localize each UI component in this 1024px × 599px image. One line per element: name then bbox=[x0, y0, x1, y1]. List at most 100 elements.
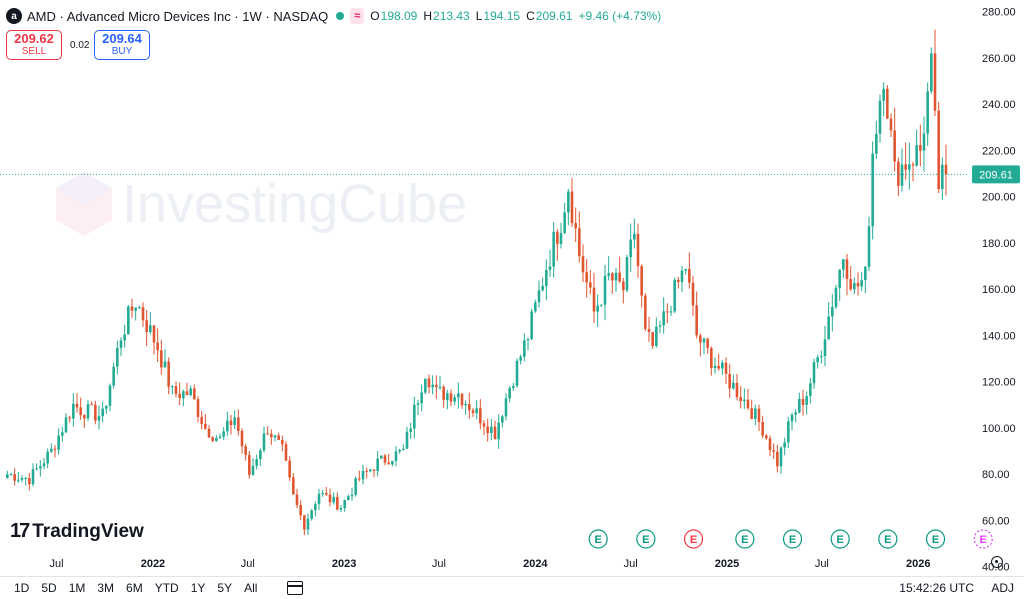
candle bbox=[622, 278, 625, 304]
data-status-badge[interactable]: ≈ bbox=[350, 8, 365, 24]
candle bbox=[666, 303, 669, 324]
price-axis[interactable]: 280.00 260.00 240.00 220.00 200.00 180.00 160.… bbox=[982, 7, 1016, 574]
candle bbox=[468, 392, 471, 419]
tradingview-logo[interactable]: 17 TradingView bbox=[10, 520, 144, 543]
candle bbox=[405, 426, 409, 450]
candle bbox=[416, 399, 420, 415]
candle bbox=[171, 385, 174, 395]
candle bbox=[475, 400, 478, 420]
earnings-marker-icon[interactable]: E bbox=[925, 529, 946, 549]
earnings-marker-icon[interactable]: E bbox=[878, 529, 898, 549]
earnings-marker-icon[interactable]: E bbox=[830, 529, 850, 549]
earnings-marker-icon[interactable]: E bbox=[782, 529, 803, 549]
candle bbox=[361, 464, 365, 485]
earnings-marker-icon[interactable]: E bbox=[683, 529, 704, 549]
candle bbox=[24, 476, 27, 486]
time-readout[interactable]: 15:42:26 UTC bbox=[899, 581, 974, 595]
candle bbox=[651, 331, 654, 349]
ohlc-value: 198.09 bbox=[380, 9, 418, 23]
candle bbox=[655, 317, 658, 348]
candle bbox=[112, 362, 115, 389]
candle bbox=[207, 425, 211, 439]
candle bbox=[889, 113, 893, 137]
candle bbox=[398, 448, 401, 454]
range-button-1y[interactable]: 1Y bbox=[190, 581, 206, 595]
range-button-5y[interactable]: 5Y bbox=[217, 581, 233, 595]
settings-gear-icon[interactable] bbox=[991, 556, 1003, 568]
candle bbox=[816, 354, 819, 369]
earnings-marker-icon[interactable]: E bbox=[588, 529, 608, 549]
candle bbox=[402, 444, 405, 451]
range-button-1m[interactable]: 1M bbox=[68, 581, 86, 595]
candle bbox=[123, 324, 126, 348]
candle bbox=[611, 272, 614, 294]
candle bbox=[831, 293, 834, 332]
x-tick-label: Jul bbox=[50, 558, 64, 570]
calendar-icon[interactable] bbox=[287, 581, 304, 595]
range-button-ytd[interactable]: YTD bbox=[154, 581, 179, 595]
spread-value: 0.02 bbox=[70, 39, 90, 51]
buy-button[interactable]: 209.64 BUY bbox=[94, 30, 150, 60]
range-button-all[interactable]: All bbox=[244, 581, 258, 595]
candle bbox=[57, 428, 60, 455]
candle bbox=[273, 434, 277, 442]
earnings-marker-icon[interactable]: E bbox=[973, 529, 993, 549]
candle bbox=[424, 378, 427, 395]
ohlc-label: H bbox=[423, 9, 433, 23]
candle bbox=[743, 388, 746, 409]
candle bbox=[629, 223, 632, 272]
sell-button[interactable]: 209.62 SELL bbox=[6, 30, 62, 60]
candle bbox=[691, 275, 695, 316]
candle bbox=[237, 409, 240, 436]
candle bbox=[413, 396, 416, 439]
candle bbox=[944, 144, 948, 196]
earnings-marker-label: E bbox=[884, 534, 891, 546]
candle bbox=[6, 470, 9, 479]
range-button-1d[interactable]: 1D bbox=[14, 581, 30, 595]
candle bbox=[552, 222, 555, 278]
x-tick-label: 2023 bbox=[332, 558, 356, 570]
candle bbox=[596, 294, 599, 327]
candle bbox=[578, 211, 581, 263]
candle bbox=[882, 82, 885, 117]
earnings-marker-icon[interactable]: E bbox=[636, 529, 656, 549]
candle bbox=[339, 505, 343, 513]
candle bbox=[563, 202, 566, 235]
candle bbox=[523, 333, 526, 362]
candle bbox=[127, 304, 130, 335]
candle bbox=[365, 467, 368, 479]
candle bbox=[904, 142, 907, 181]
candle bbox=[765, 433, 768, 440]
candle bbox=[343, 499, 346, 512]
candle bbox=[695, 291, 698, 339]
candle bbox=[673, 277, 676, 314]
candle bbox=[706, 337, 709, 354]
range-button-6m[interactable]: 6M bbox=[126, 581, 143, 595]
candle bbox=[834, 284, 838, 309]
y-tick-label: 200.00 bbox=[982, 192, 1016, 204]
adj-button[interactable]: ADJ bbox=[991, 581, 1014, 595]
candle bbox=[108, 383, 112, 412]
symbol-title[interactable]: AMD · Advanced Micro Devices Inc · 1W · … bbox=[27, 8, 329, 24]
candle bbox=[9, 472, 13, 476]
candle bbox=[409, 422, 412, 440]
candle bbox=[886, 85, 889, 120]
watermark: InvestingCube bbox=[56, 172, 467, 236]
time-axis[interactable]: Jul 2022 Jul 2023 Jul 2024 Jul 2025 Jul 2026 bbox=[50, 558, 931, 570]
range-button-5d[interactable]: 5D bbox=[41, 581, 57, 595]
candle bbox=[391, 460, 394, 467]
candle bbox=[211, 435, 214, 443]
candle bbox=[178, 382, 181, 406]
earnings-marker-icon[interactable]: E bbox=[735, 529, 755, 549]
candle bbox=[864, 266, 867, 294]
market-status-dot-icon[interactable] bbox=[336, 12, 345, 20]
candle bbox=[724, 357, 728, 385]
candle bbox=[229, 415, 233, 435]
candle bbox=[453, 394, 456, 406]
candle bbox=[827, 302, 830, 340]
range-button-3m[interactable]: 3M bbox=[97, 581, 115, 595]
candle bbox=[878, 94, 882, 143]
amd-logo-icon[interactable]: a bbox=[6, 8, 22, 24]
